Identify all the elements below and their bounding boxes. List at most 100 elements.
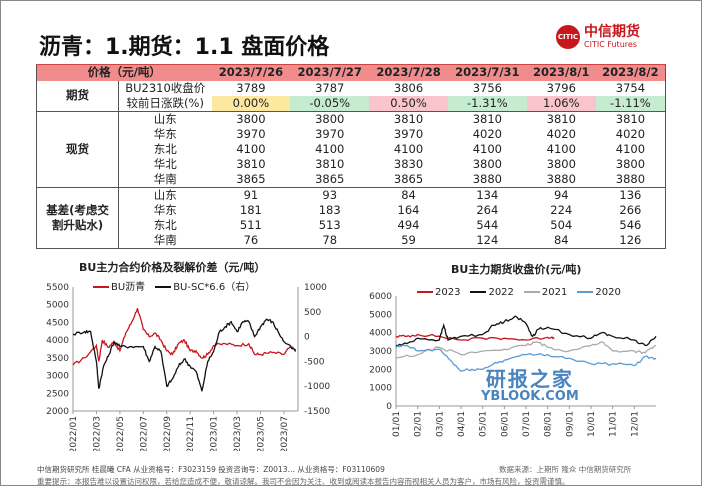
date-header: 2023/7/31 [447,64,527,81]
table-cell: 3810 [526,110,596,127]
table-cell: 3970 [393,126,424,141]
legend-2022: 2022 [470,287,514,298]
y2-tick-label: -1500 [304,407,330,417]
table-cell: 3880 [472,171,502,186]
series-line-2022 [396,315,657,347]
table-cell: 504 [550,217,573,232]
table-cell: 3800 [211,110,291,127]
series-line-2023 [395,333,555,341]
table-cell: 76 [243,232,259,247]
table-row: 华南 76 78 59 124 84 126 [37,233,666,249]
citic-logo: CITIC 中信期货 CITIC Futures [556,25,640,49]
group-label: 基差(考虑交割升贴水) [36,186,119,248]
table-cell: 3810 [236,156,266,171]
table-cell: 3970 [315,126,345,141]
group-label: 期货 [36,80,119,111]
footer-author: 中信期货研究所 桂晨曦 CFA 从业资格号：F3023159 投资咨询号：Z00… [37,465,385,474]
x-tick-label: 08/01 [544,411,554,437]
table-cell: 59 [401,232,416,247]
table-cell: 4100 [315,141,345,156]
row-label: 东北 [153,141,177,156]
x-tick-label: 2022/11 [186,416,196,451]
table-cell: 91 [211,186,291,203]
table-cell: 544 [476,217,499,232]
table-cell: 3880 [615,171,646,186]
table-cell: 3865 [315,171,345,186]
table-row: 华东 3970 3970 3970 4020 4020 4020 [37,127,666,142]
table-row: 较前日涨跌(%) 0.00% -0.05% 0.50% -1.31% 1.06% -1.11… [37,95,666,111]
row-label: 华东 [153,126,177,141]
y-tick-label: 4000 [369,329,392,339]
table-cell: 78 [322,232,338,247]
chart2: 0 1000 2000 3000 4000 5000 6000 01/01 02/01 03/01… [369,292,657,437]
table-cell: 164 [397,202,420,217]
y-tick-label: 2000 [369,365,392,375]
y2-tick-label: -500 [304,357,325,367]
table-cell: 3865 [236,171,266,186]
x-tick-label: 2023/03 [233,416,243,451]
corner-header: 价格（元/吨） [36,64,212,81]
chart1-legend: BU沥青 BU-SC*6.6（右） [93,278,255,293]
table-cell: 183 [318,202,341,217]
table-cell: -0.05% [290,95,370,111]
table-cell: 513 [318,217,341,232]
table-cell: 94 [526,186,596,203]
table-cell: 0.00% [211,95,291,111]
series-line-2020 [395,344,657,372]
table-row: 基差(考虑交割升贴水) 山东 91 93 84 134 94 136 [36,186,666,248]
table-header: 价格（元/吨） 2023/7/26 2023/7/27 2023/7/28 2023/7… [36,64,666,81]
y2-tick-label: 500 [304,308,321,318]
table-cell: 224 [550,202,573,217]
x-tick-label: 12/01 [630,411,640,437]
table-cell: 134 [447,186,527,203]
table-cell: -1.31% [447,95,527,111]
y-tick-label: 6000 [369,292,392,302]
table-cell: 546 [619,217,642,232]
legend-busc: BU-SC*6.6（右） [155,278,255,293]
table-cell: 3796 [546,80,576,95]
x-tick-label: 06/01 [500,411,510,437]
table-cell: 3754 [615,80,646,95]
table-cell: 3880 [546,171,576,186]
table-row: 现货 山东 3800 3800 3810 3810 3810 3810 [36,110,666,187]
table-cell: 84 [553,232,569,247]
x-tick-label: 2022/01 [69,416,79,451]
watermark-en: YBLOOK.COM [481,389,579,404]
row-label: BU2310收盘价 [125,80,206,95]
table-cell: 3830 [393,156,424,171]
table-cell: 0.50% [369,95,448,111]
row-label: 山东 [118,110,212,127]
table-cell: 4020 [615,126,646,141]
table-cell: 4100 [393,141,424,156]
x-tick-label: 02/01 [414,411,424,437]
x-tick-label: 09/01 [565,411,575,437]
table-cell: 3810 [447,110,527,127]
footer-source: 数据来源：上期所 隆众 中信期货研究所 [499,465,632,474]
x-tick-label: 11/01 [609,411,619,437]
date-header: 2023/8/1 [526,64,596,81]
table-cell: 124 [476,232,499,247]
table-cell: 4100 [472,141,502,156]
y-tick-label: 4000 [46,336,69,346]
table-cell: 136 [595,186,666,203]
table-row: 期货 BU2310收盘价 3789 3787 3806 3756 3796 3754 [36,80,666,111]
table-cell: 4100 [615,141,646,156]
table-cell: 494 [397,217,420,232]
watermark-cn: 研报之家 [485,367,574,391]
table-row: 华南 3865 3865 3865 3880 3880 3880 [37,172,666,188]
chart1-title: BU主力合约价格及裂解价差（元/吨） [79,261,266,274]
logo-en: CITIC Futures [584,40,637,49]
x-tick-label: 2022/03 [92,416,102,451]
logo-cn: 中信期货 [584,24,640,40]
legend-label: 2021 [541,287,568,298]
y-tick-label: 0 [386,402,392,412]
row-label: 华北 [153,156,177,171]
legend-2023: 2023 [417,287,460,298]
x-tick-label: 03/01 [435,411,445,437]
x-tick-label: 2022/05 [116,416,126,451]
x-tick-label: 2023/01 [210,416,220,451]
table-cell: 3789 [236,80,266,95]
table-cell: 3810 [595,110,666,127]
row-label: 山东 [118,186,212,203]
chart2-legend: 2023 2022 2021 2020 [417,287,621,298]
